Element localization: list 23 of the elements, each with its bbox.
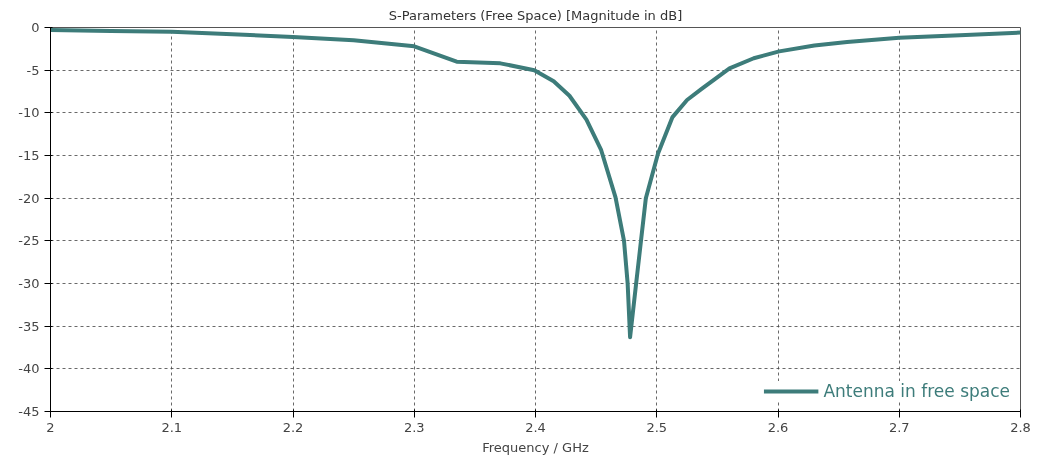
- y-tick-label: -35: [18, 318, 40, 334]
- x-tick-label: 2: [46, 419, 55, 435]
- y-tick-label: -5: [26, 62, 40, 78]
- x-tick-label: 2.8: [1010, 419, 1031, 435]
- y-tick-label: -20: [18, 190, 40, 206]
- x-tick-label: 2.5: [646, 419, 668, 435]
- legend-label: Antenna in free space: [823, 381, 1010, 401]
- y-tick-label: -40: [18, 361, 40, 377]
- x-tick-label: 2.7: [888, 419, 910, 435]
- line-series: [50, 28, 1021, 340]
- x-tick-label: 2.6: [767, 419, 789, 435]
- x-tick-label: 2.2: [282, 419, 304, 435]
- y-tick-label: -15: [18, 148, 40, 163]
- chart-title: S-Parameters (Free Space) [Magnitude in dB]: [388, 7, 683, 23]
- x-tick-label: 2.3: [403, 419, 425, 435]
- y-tick-label: -25: [18, 233, 40, 249]
- x-tick-label: 2.1: [161, 419, 183, 435]
- y-tick-label: -45: [18, 404, 40, 419]
- y-tick-label: -10: [18, 105, 40, 121]
- x-tick-label: 2.4: [525, 419, 546, 435]
- x-axis-title: Frequency / GHz: [482, 439, 589, 455]
- y-tick-label: 0: [31, 20, 40, 35]
- y-tick-label: -30: [18, 276, 40, 291]
